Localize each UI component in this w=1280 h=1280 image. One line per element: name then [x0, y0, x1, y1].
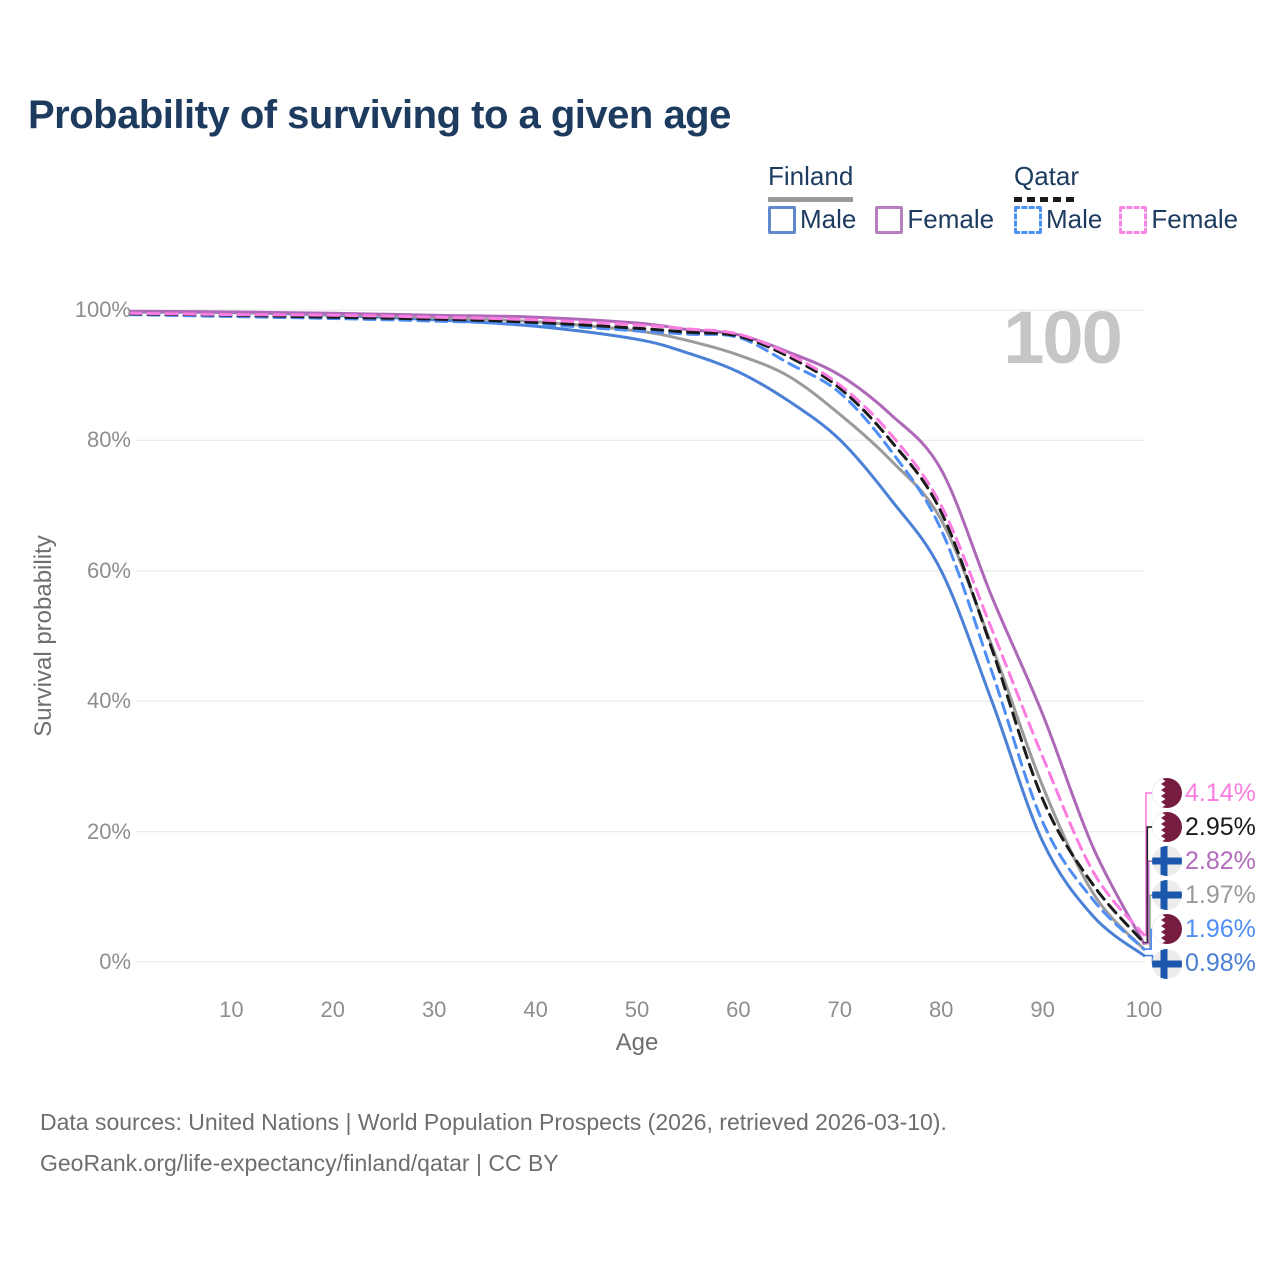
end-label-connector-finland-female [1143, 860, 1152, 945]
qatar-flag-icon [1152, 812, 1182, 843]
x-axis-title: Age [615, 1029, 659, 1056]
legend-qatar-female[interactable]: Female [1119, 204, 1238, 235]
end-label-qatar-female: 4.14% [1152, 777, 1256, 809]
y-tick-0%: 0% [99, 949, 131, 974]
x-tick-80: 80 [928, 997, 954, 1022]
qatar-flag-icon [1152, 778, 1182, 808]
legend-qatar-male-label: Male [1046, 204, 1103, 234]
end-label-finland-all: 1.97% [1152, 879, 1256, 911]
x-tick-20: 20 [320, 997, 346, 1022]
legend-finland-female[interactable]: Female [875, 204, 994, 235]
x-tick-90: 90 [1030, 997, 1055, 1022]
end-label-value: 2.95% [1185, 812, 1256, 841]
curve-qatar-male [128, 313, 1146, 951]
legend-finland-male[interactable]: Male [768, 204, 856, 235]
legend-country-finland[interactable]: Finland [768, 161, 854, 202]
end-label-qatar-male: 1.96% [1152, 913, 1256, 945]
legend-finland-male-label: Male [800, 204, 857, 234]
x-tick-10: 10 [219, 997, 244, 1022]
curve-finland-female [128, 309, 1146, 946]
end-label-connector-qatar-male [1143, 928, 1152, 950]
page-title: Probability of surviving to a given age [28, 93, 731, 137]
curve-qatar-all [128, 312, 1146, 945]
y-tick-40%: 40% [86, 688, 131, 714]
legend-finland-female-label: Female [907, 204, 995, 234]
qatar-male-checkbox[interactable] [1014, 205, 1042, 234]
footer-data-sources: Data sources: United Nations | World Pop… [40, 1109, 947, 1135]
curve-qatar-female [128, 311, 1146, 937]
hovered-age-watermark: 100 [1003, 296, 1122, 379]
finland-flag-icon [1152, 880, 1182, 911]
end-label-qatar-all: 2.95% [1152, 811, 1256, 843]
curve-finland-male [128, 310, 1146, 958]
end-label-value: 1.97% [1185, 880, 1256, 909]
legend-country-qatar-label: Qatar [1014, 161, 1080, 191]
x-tick-70: 70 [827, 997, 853, 1022]
end-label-value: 4.14% [1185, 778, 1256, 807]
x-tick-40: 40 [523, 997, 548, 1022]
footer: Data sources: United Nations | World Pop… [40, 1102, 947, 1184]
legend-qatar-items: Male Female [1014, 204, 1238, 235]
x-tick-50: 50 [624, 997, 650, 1022]
finland-male-checkbox[interactable] [768, 205, 796, 234]
y-tick-60%: 60% [86, 557, 131, 583]
end-label-finland-male: 0.98% [1152, 948, 1256, 980]
x-tick-60: 60 [726, 997, 751, 1022]
end-label-value: 0.98% [1185, 949, 1256, 977]
finland-flag-icon [1152, 948, 1182, 979]
end-label-connector-qatar-female [1143, 792, 1152, 936]
finland-female-checkbox[interactable] [875, 205, 904, 234]
x-tick-30: 30 [421, 997, 447, 1022]
qatar-dashed-line-swatch [1014, 197, 1080, 202]
y-tick-100%: 100% [74, 297, 131, 322]
y-tick-20%: 20% [86, 818, 131, 844]
finland-solid-line-swatch [768, 197, 854, 202]
qatar-flag-icon [1152, 914, 1182, 945]
legend-country-qatar[interactable]: Qatar [1014, 161, 1080, 202]
footer-attribution: GeoRank.org/life-expectancy/finland/qata… [40, 1150, 559, 1176]
legend-finland-items: Male Female [768, 204, 994, 235]
legend-qatar-male[interactable]: Male [1014, 204, 1102, 235]
legend-country-finland-label: Finland [768, 161, 854, 191]
end-label-value: 2.82% [1185, 846, 1256, 875]
x-tick-100: 100 [1125, 997, 1163, 1022]
end-label-finland-female: 2.82% [1152, 845, 1256, 877]
qatar-female-checkbox[interactable] [1119, 205, 1148, 234]
y-tick-80%: 80% [86, 427, 131, 453]
legend-qatar-female-label: Female [1151, 204, 1239, 234]
end-label-value: 1.96% [1185, 914, 1256, 943]
finland-flag-icon [1152, 846, 1182, 877]
